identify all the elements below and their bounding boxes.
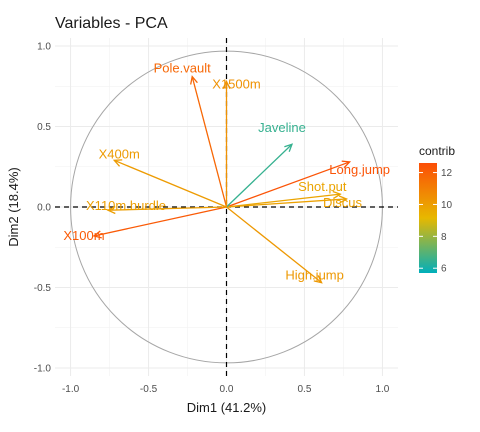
arrowhead-pole-vault	[190, 75, 198, 85]
legend-ticks: 6 8 10 12	[419, 168, 453, 275]
label-x100m: X100m	[63, 228, 104, 243]
arrow-x400m	[113, 159, 227, 208]
x-tick-label: 1.0	[375, 384, 389, 395]
y-tick-label: 0.0	[37, 203, 51, 214]
legend-tick-label: 8	[441, 232, 447, 243]
legend-colorbar	[419, 163, 437, 273]
variable-arrows	[92, 75, 352, 284]
legend-title: contrib	[419, 144, 455, 158]
plot-panel: X100m Long.jump Shot.put High.jump X400m X110…	[55, 38, 398, 376]
label-x110m-hurdle: X110m.hurdle	[86, 198, 166, 213]
arrowhead-javeline	[284, 143, 294, 152]
y-axis-ticks: -1.0 -0.5 0.0 0.5 1.0	[34, 42, 52, 375]
arrowhead-x400m	[112, 159, 123, 167]
arrowhead-x100m	[92, 230, 102, 239]
y-tick-label: 1.0	[37, 42, 51, 53]
arrow-shot-put	[226, 193, 341, 208]
label-x400m: X400m	[99, 146, 140, 161]
x-tick-label: 0.5	[298, 384, 312, 395]
legend-tick-label: 6	[441, 264, 447, 275]
arrow-pole-vault	[191, 76, 228, 208]
arrow-discus	[226, 198, 347, 208]
arrowhead-shot-put	[332, 190, 342, 199]
y-axis-title: Dim2 (18.4%)	[6, 167, 21, 246]
arrow-high-jump	[226, 206, 323, 284]
arrowhead-long-jump	[341, 160, 352, 169]
label-discus: Discus	[323, 195, 363, 210]
label-pole-vault: Pole.vault	[154, 61, 211, 76]
arrow-x100m	[93, 206, 227, 237]
legend-tick-label: 12	[441, 168, 453, 179]
arrowhead-x110m-hurdle	[106, 205, 116, 215]
y-tick-label: -1.0	[34, 363, 52, 374]
x-axis-title: Dim1 (41.2%)	[187, 400, 266, 415]
variable-labels: X100m Long.jump Shot.put High.jump X400m X110…	[63, 61, 390, 283]
label-high-jump: High.jump	[285, 268, 344, 283]
label-shot-put: Shot.put	[298, 179, 347, 194]
arrowhead-x1500m	[222, 79, 231, 89]
x-tick-label: 0.0	[220, 384, 234, 395]
y-tick-label: 0.5	[37, 122, 51, 133]
label-javeline: Javeline	[258, 120, 306, 135]
chart-title: Variables - PCA	[55, 15, 168, 32]
arrow-long-jump	[226, 161, 350, 208]
x-tick-label: -1.0	[62, 384, 80, 395]
label-x1500m: X1500m	[212, 76, 260, 91]
arrowhead-high-jump	[313, 275, 323, 284]
arrowhead-discus	[338, 195, 349, 204]
legend: contrib 6 8 10 12	[419, 144, 455, 275]
y-tick-label: -0.5	[34, 283, 52, 294]
x-tick-label: -0.5	[140, 384, 158, 395]
legend-tick-label: 10	[441, 200, 453, 211]
arrow-x110m-hurdle	[107, 206, 227, 211]
label-long-jump: Long.jump	[329, 162, 390, 177]
arrow-javeline	[226, 143, 293, 208]
x-axis-ticks: -1.0 -0.5 0.0 0.5 1.0	[62, 384, 390, 395]
